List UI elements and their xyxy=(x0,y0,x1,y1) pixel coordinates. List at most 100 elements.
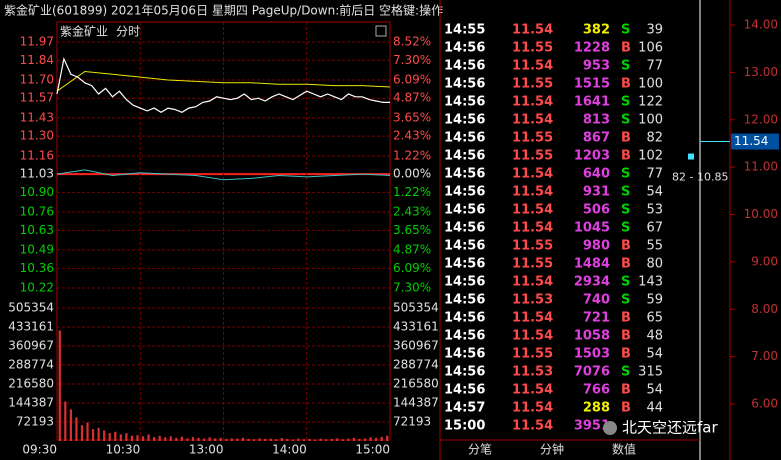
price-line xyxy=(56,56,390,114)
volume-bar xyxy=(313,439,317,441)
volume-bar xyxy=(175,437,178,441)
kline-tick-label: 7.00 xyxy=(751,349,778,363)
volume-bar xyxy=(302,439,306,441)
price-tick-label: 10.36 xyxy=(20,261,54,275)
trade-count: 143 xyxy=(638,275,663,290)
volume-bar xyxy=(358,438,361,441)
volume-bar xyxy=(341,439,344,441)
volume-bar xyxy=(97,427,100,441)
average-line xyxy=(56,70,391,92)
volume-bar xyxy=(208,437,211,441)
tab[interactable]: 分钟 xyxy=(540,442,564,457)
volume-bar xyxy=(352,437,356,441)
trade-price: 11.54 xyxy=(512,311,553,326)
kline-tick-label: 9.00 xyxy=(751,254,778,268)
trade-price: 11.54 xyxy=(512,221,553,236)
trade-time: 14:56 xyxy=(444,383,485,398)
volume-bar xyxy=(347,438,350,441)
volume-bar xyxy=(141,436,145,441)
trade-time: 14:56 xyxy=(444,77,485,92)
volume-bar xyxy=(136,435,139,441)
trade-volume: 1503 xyxy=(574,347,610,362)
volume-tick-label: 72193 xyxy=(16,415,54,429)
trade-side: S xyxy=(621,185,630,200)
volume-tick-label: 360967 xyxy=(393,339,439,353)
volume-tick-label: 433161 xyxy=(8,319,54,333)
volume-bar xyxy=(125,433,128,441)
price-tick-label: 11.30 xyxy=(20,129,54,143)
trade-count: 55 xyxy=(646,239,663,254)
price-tick-label: 11.70 xyxy=(20,72,54,86)
volume-bar xyxy=(219,437,222,441)
volume-tick-label: 505354 xyxy=(8,301,54,315)
trade-time: 14:56 xyxy=(444,275,485,290)
pct-tick-label: 3.65% xyxy=(393,110,431,124)
volume-tick-label: 144387 xyxy=(8,395,54,409)
volume-bar xyxy=(153,437,156,441)
trade-side: S xyxy=(621,113,630,128)
price-tick-label: 10.22 xyxy=(20,281,54,295)
trade-volume: 1484 xyxy=(574,257,610,272)
trade-count: 100 xyxy=(638,77,663,92)
watermark-icon xyxy=(603,421,617,435)
trade-count: 80 xyxy=(646,257,663,272)
trade-volume: 953 xyxy=(583,59,610,74)
volume-bar xyxy=(386,435,389,441)
price-tick-label: 11.84 xyxy=(20,53,54,67)
volume-tick-label: 144387 xyxy=(393,395,439,409)
trade-volume: 931 xyxy=(583,185,610,200)
index-line xyxy=(56,169,391,181)
kline-tick-label: 10.00 xyxy=(744,207,778,221)
volume-bar xyxy=(108,433,111,441)
volume-bar xyxy=(69,409,72,441)
pct-tick-label: 4.87% xyxy=(393,91,431,105)
price-tick-label: 11.57 xyxy=(20,91,54,105)
volume-bar xyxy=(363,438,367,441)
price-tick-label: 11.97 xyxy=(20,35,54,49)
trade-count: 77 xyxy=(646,59,663,74)
trade-volume: 1515 xyxy=(574,77,610,92)
trade-price: 11.55 xyxy=(512,77,553,92)
volume-bar xyxy=(286,438,289,441)
trade-volume: 1228 xyxy=(574,41,610,56)
trade-side: S xyxy=(621,293,630,308)
trade-volume: 1203 xyxy=(574,149,610,164)
trade-volume: 721 xyxy=(583,311,610,326)
trade-price: 11.54 xyxy=(512,203,553,218)
trade-time: 14:56 xyxy=(444,347,485,362)
chart-mode: 分时 xyxy=(116,25,140,39)
tab[interactable]: 分笔 xyxy=(468,442,492,457)
trade-time: 14:56 xyxy=(444,257,485,272)
volume-tick-label: 216580 xyxy=(8,377,54,391)
pct-tick-label: 4.87% xyxy=(393,243,431,257)
trade-time: 14:56 xyxy=(444,113,485,128)
trade-side: S xyxy=(621,275,630,290)
tab[interactable]: 数值 xyxy=(612,442,636,457)
pct-tick-label: 8.52% xyxy=(393,35,431,49)
trade-time: 14:56 xyxy=(444,41,485,56)
trade-count: 39 xyxy=(646,23,663,38)
trade-price: 11.54 xyxy=(512,23,553,38)
volume-bar xyxy=(75,417,78,441)
volume-bar xyxy=(186,438,189,441)
trade-price: 11.55 xyxy=(512,257,553,272)
trade-count: 106 xyxy=(638,41,663,56)
volume-tick-label: 288774 xyxy=(393,357,439,371)
trade-price: 11.55 xyxy=(512,347,553,362)
volume-bar xyxy=(308,438,311,441)
pct-tick-label: 2.43% xyxy=(393,129,431,143)
kline-tick-label: 13.00 xyxy=(744,65,778,79)
trade-volume: 382 xyxy=(583,23,610,38)
trade-volume: 980 xyxy=(583,239,610,254)
volume-bar xyxy=(180,436,183,441)
option-icon[interactable] xyxy=(375,25,387,37)
volume-bar xyxy=(241,437,245,441)
volume-bar xyxy=(252,439,256,441)
volume-bar xyxy=(225,438,228,441)
trade-count: 122 xyxy=(638,95,663,110)
trade-count: 54 xyxy=(646,383,663,398)
kline-tick-label: 14.00 xyxy=(744,18,778,32)
trade-count: 82 xyxy=(646,131,663,146)
